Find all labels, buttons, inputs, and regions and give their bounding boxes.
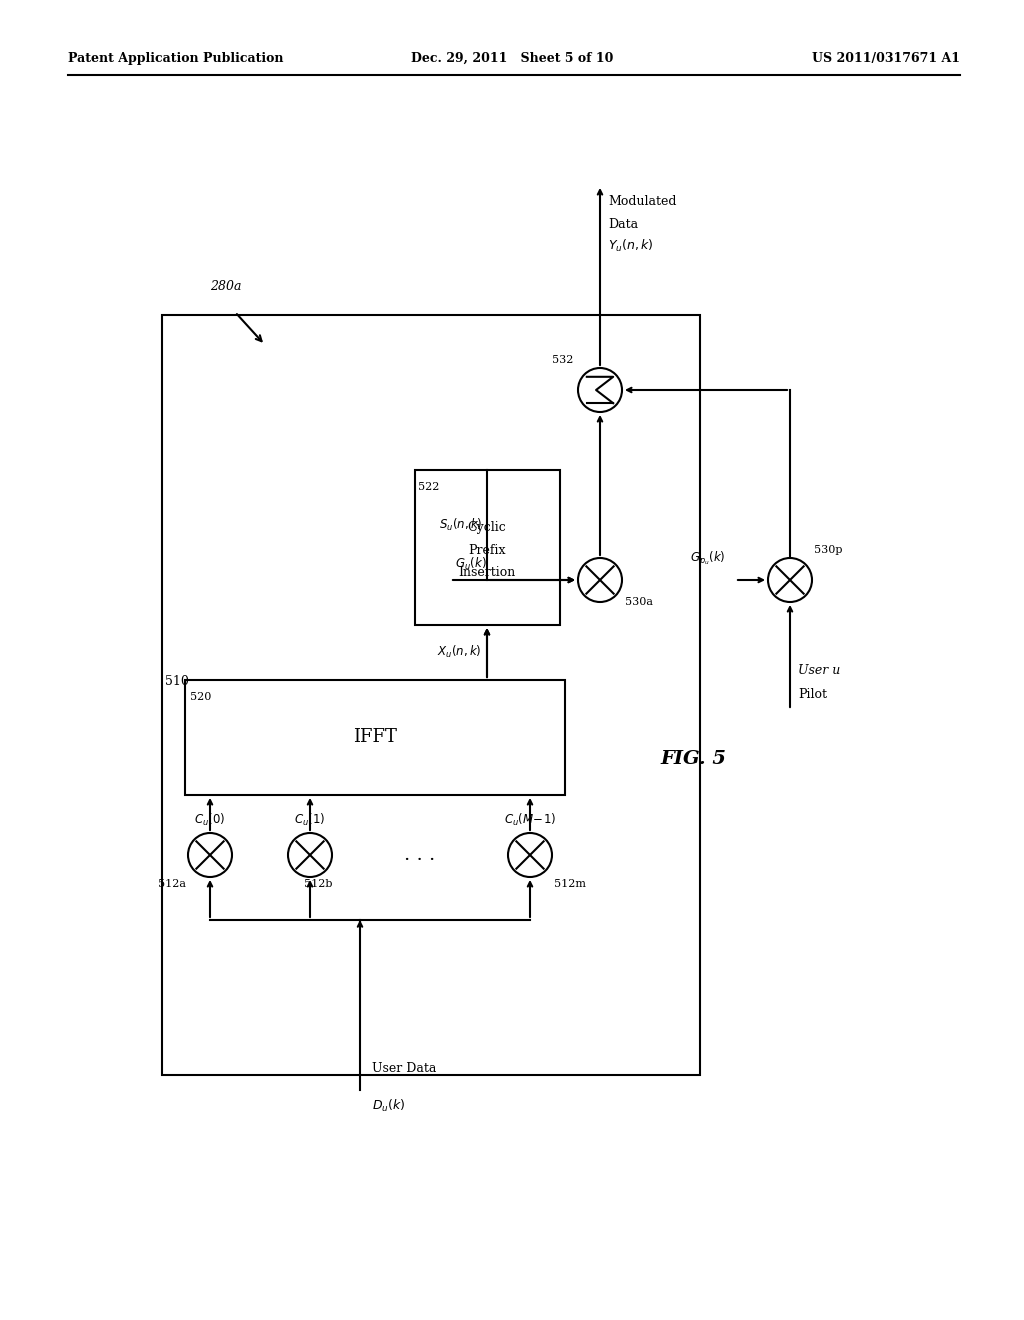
Text: Cyclic: Cyclic [468,521,507,535]
Text: $G_u(k)$: $G_u(k)$ [455,556,486,572]
Text: $D_u(k)$: $D_u(k)$ [372,1098,406,1114]
Text: $C_u(M\!-\!1)$: $C_u(M\!-\!1)$ [504,812,556,828]
Circle shape [578,368,622,412]
Circle shape [288,833,332,876]
Text: 532: 532 [552,355,573,366]
Circle shape [578,558,622,602]
Text: Dec. 29, 2011   Sheet 5 of 10: Dec. 29, 2011 Sheet 5 of 10 [411,51,613,65]
Text: $C_u(0)$: $C_u(0)$ [195,812,225,828]
Text: IFFT: IFFT [353,729,397,746]
Bar [162,315,700,1074]
Text: Pilot: Pilot [798,689,827,701]
Text: Data: Data [608,218,638,231]
Text: 522: 522 [418,482,439,492]
Text: Patent Application Publication: Patent Application Publication [68,51,284,65]
Text: FIG. 5: FIG. 5 [660,750,726,768]
Text: 512a: 512a [158,879,186,888]
Text: User Data: User Data [372,1063,436,1074]
Text: 520: 520 [190,692,211,702]
Text: 530p: 530p [814,545,843,554]
Text: $G_{p_u}(k)$: $G_{p_u}(k)$ [690,550,726,568]
Circle shape [188,833,232,876]
Text: $C_u(1)$: $C_u(1)$ [294,812,326,828]
Text: 280a: 280a [210,280,242,293]
Text: 512b: 512b [304,879,333,888]
Text: $X_u(n,k)$: $X_u(n,k)$ [437,644,482,660]
Text: 510: 510 [165,675,188,688]
Text: Insertion: Insertion [459,565,516,578]
Text: 530a: 530a [625,597,653,607]
Text: 512m: 512m [554,879,586,888]
Text: $Y_u(n,k)$: $Y_u(n,k)$ [608,238,653,253]
Bar [415,470,560,624]
Text: Prefix: Prefix [468,544,506,557]
Circle shape [768,558,812,602]
Text: $S_u(n,k)$: $S_u(n,k)$ [438,517,482,533]
Text: US 2011/0317671 A1: US 2011/0317671 A1 [812,51,961,65]
Circle shape [508,833,552,876]
Text: User u: User u [798,664,841,676]
Text: Modulated: Modulated [608,195,677,209]
Bar [185,680,565,795]
Text: . . .: . . . [404,846,435,865]
